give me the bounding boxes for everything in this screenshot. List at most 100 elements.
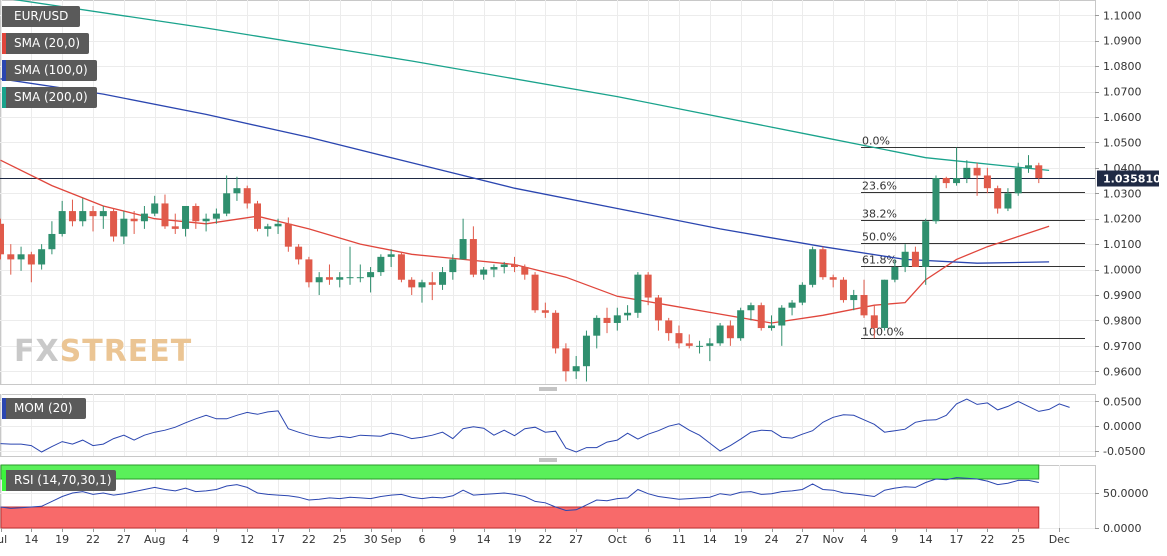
price-tick-label: 0.9800 <box>1103 314 1142 327</box>
candle <box>624 305 632 321</box>
legend-swatch <box>2 87 6 108</box>
rsi-overbought-zone <box>0 464 1040 480</box>
date-tick-label: 19 <box>508 533 522 546</box>
date-tick-label: 19 <box>55 533 69 546</box>
date-tick-label: 4 <box>861 533 868 546</box>
candle-body <box>552 312 560 349</box>
candle <box>58 200 66 237</box>
candle <box>27 251 35 283</box>
date-tick-label: 24 <box>765 533 779 546</box>
candle <box>757 302 765 331</box>
candle-body <box>747 305 755 311</box>
candle <box>171 213 179 234</box>
candle <box>552 310 560 354</box>
rsi-panel <box>0 464 1040 529</box>
candle-body <box>778 307 786 326</box>
candle-body <box>305 259 313 283</box>
candlesticks <box>0 147 1043 382</box>
candle-body <box>582 335 590 367</box>
fxstreet-logo: FXSTREET <box>14 334 192 369</box>
candle <box>819 246 827 280</box>
candle <box>654 294 662 331</box>
candle-body <box>593 317 601 336</box>
candle-body <box>819 249 827 278</box>
legend-eurusd[interactable]: EUR/USD <box>2 6 80 27</box>
candle-body <box>192 205 200 222</box>
candle <box>38 244 46 270</box>
candle-body <box>983 175 991 189</box>
price-tick-label: 1.0000 <box>1103 264 1142 277</box>
panel-resize-handle[interactable] <box>539 458 557 462</box>
date-tick-label: 14 <box>24 533 38 546</box>
candle-body <box>295 246 303 260</box>
candle-body <box>336 277 344 280</box>
price-tick-label: 1.0200 <box>1103 213 1142 226</box>
candle <box>418 279 426 303</box>
candle <box>737 307 745 341</box>
date-tick-label: 12 <box>240 533 254 546</box>
date-tick-label: Jul <box>0 533 7 546</box>
legend-mom[interactable]: MOM (20) <box>2 398 86 419</box>
candle-body <box>0 223 4 255</box>
candle-body <box>140 213 148 222</box>
date-tick-label: Nov <box>822 533 844 546</box>
candle-body <box>1035 165 1043 179</box>
candle-body <box>654 297 662 321</box>
price-tick-label: 1.0700 <box>1103 86 1142 99</box>
candle-body <box>89 211 97 217</box>
candle-body <box>768 325 775 329</box>
panel-resize-handle[interactable] <box>539 387 557 391</box>
candle-body <box>809 249 817 285</box>
candle <box>716 322 724 346</box>
legend-sma200[interactable]: SMA (200,0) <box>2 87 97 108</box>
rsi-tick-label: 0.0000 <box>1103 522 1142 535</box>
candle <box>449 254 457 280</box>
candle-body <box>17 254 25 260</box>
candle <box>89 205 97 232</box>
candle <box>696 340 704 354</box>
candle-body <box>356 277 364 279</box>
candle <box>387 249 395 268</box>
candle-body <box>881 279 889 329</box>
candle <box>48 221 56 255</box>
candle-body <box>860 294 868 316</box>
candle-body <box>891 267 899 280</box>
candle-body <box>665 320 673 334</box>
candle-body <box>1025 165 1032 168</box>
candle-body <box>994 188 1002 209</box>
legend-sma100[interactable]: SMA (100,0) <box>2 60 97 81</box>
candle <box>911 246 919 268</box>
candle-body <box>511 264 518 268</box>
candle-body <box>963 167 971 179</box>
date-tick-label: Sep <box>381 533 402 546</box>
candle-body <box>315 277 323 283</box>
legend-sma20[interactable]: SMA (20,0) <box>2 33 89 54</box>
legend-rsi[interactable]: RSI (14,70,30,1) <box>2 470 116 491</box>
price-tick-label: 1.0900 <box>1103 35 1142 48</box>
candle <box>881 279 889 331</box>
candle <box>706 338 714 362</box>
candle <box>994 185 1002 214</box>
price-tick-label: 0.9600 <box>1103 365 1142 378</box>
candle-body <box>469 239 477 275</box>
date-tick-label: 19 <box>734 533 748 546</box>
candle <box>809 246 817 288</box>
candle <box>665 317 673 341</box>
legend-label: SMA (100,0) <box>14 63 88 77</box>
candle-body <box>110 211 118 237</box>
candle <box>346 246 354 285</box>
sma200-line <box>12 0 1050 172</box>
candle-body <box>99 211 107 217</box>
candle-body <box>58 211 66 234</box>
candle-body <box>284 223 292 247</box>
mom-line <box>0 398 1070 453</box>
candle <box>593 315 601 349</box>
candle <box>644 272 652 306</box>
date-tick-label: 30 <box>364 533 378 546</box>
candle <box>0 218 4 260</box>
candle <box>305 256 313 288</box>
candle <box>397 251 405 283</box>
date-tick-label: 22 <box>980 533 994 546</box>
